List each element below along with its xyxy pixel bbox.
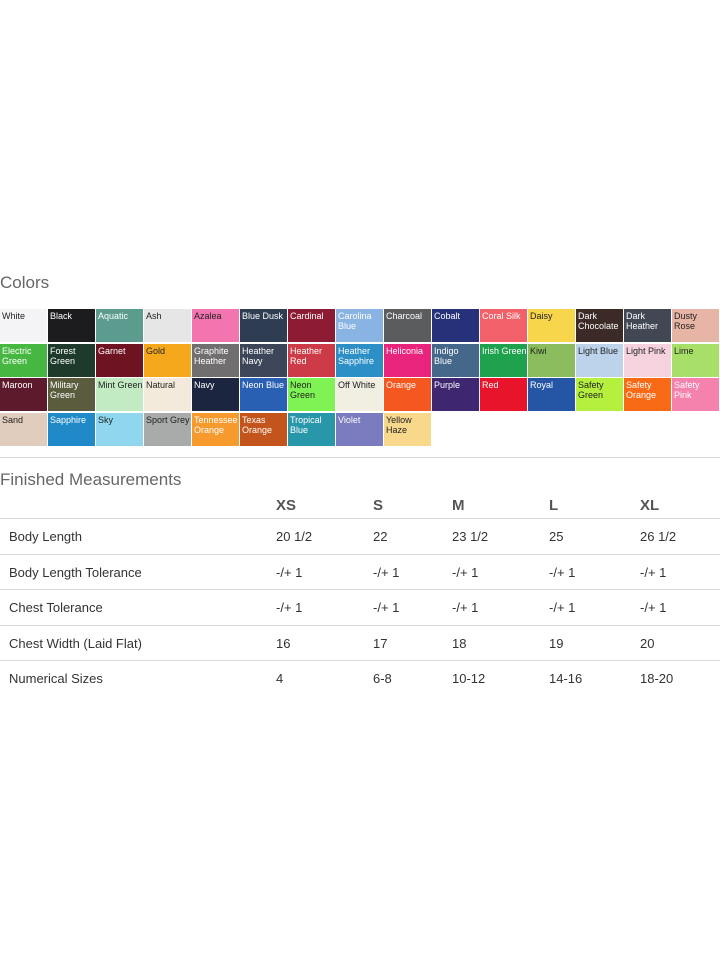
color-swatch[interactable]: Daisy bbox=[528, 309, 575, 342]
color-swatch[interactable]: Dusty Rose bbox=[672, 309, 719, 342]
color-swatch[interactable]: Mint Green bbox=[96, 378, 143, 411]
measurement-value: 23 1/2 bbox=[452, 529, 489, 544]
measurement-value: 17 bbox=[373, 635, 388, 651]
measurement-value: -/+ 1 bbox=[276, 600, 303, 615]
measurement-value: 20 1/2 bbox=[276, 529, 313, 544]
color-swatch[interactable]: Gold bbox=[144, 343, 191, 377]
color-swatch[interactable]: Purple bbox=[432, 378, 479, 411]
measurement-value: 14-16 bbox=[549, 671, 583, 686]
table-divider bbox=[0, 589, 720, 590]
color-swatch[interactable]: Forest Green bbox=[48, 343, 95, 377]
color-swatch[interactable]: Light Pink bbox=[624, 343, 671, 377]
color-swatch[interactable]: Tennessee Orange bbox=[192, 412, 239, 446]
measurement-value: -/+ 1 bbox=[276, 564, 303, 580]
color-swatch[interactable]: Irish Green bbox=[480, 343, 527, 377]
color-swatch[interactable]: Neon Blue bbox=[240, 378, 287, 411]
color-swatch[interactable]: Tropical Blue bbox=[288, 412, 335, 446]
measurement-value: -/+ 1 bbox=[640, 564, 667, 580]
color-swatch[interactable]: Safety Pink bbox=[672, 378, 719, 411]
size-header: XS bbox=[276, 497, 297, 514]
color-swatch[interactable]: Heather Sapphire bbox=[336, 343, 383, 377]
section-divider bbox=[0, 457, 720, 458]
measurement-row-label: Body Length Tolerance bbox=[9, 564, 142, 580]
table-divider bbox=[0, 518, 720, 519]
measurement-value: 10-12 bbox=[452, 671, 486, 686]
measurement-row-label: Body Length bbox=[9, 529, 83, 544]
color-swatch[interactable]: Graphite Heather bbox=[192, 343, 239, 377]
measurement-value: -/+ 1 bbox=[373, 600, 400, 615]
measurements-title: Finished Measurements bbox=[0, 470, 182, 489]
color-swatch[interactable]: Cardinal bbox=[288, 309, 335, 342]
color-swatch[interactable]: Yellow Haze bbox=[384, 412, 431, 446]
measurement-value: -/+ 1 bbox=[373, 564, 400, 580]
measurement-value: -/+ 1 bbox=[549, 600, 576, 615]
color-swatch[interactable]: Sand bbox=[0, 412, 47, 446]
color-swatch[interactable]: Coral Silk bbox=[480, 309, 527, 342]
measurement-value: -/+ 1 bbox=[640, 600, 667, 615]
measurement-value: 18 bbox=[452, 635, 467, 651]
color-swatch[interactable]: Neon Green bbox=[288, 378, 335, 411]
measurement-value: -/+ 1 bbox=[452, 564, 479, 580]
color-swatch[interactable]: Cobalt bbox=[432, 309, 479, 342]
colors-title: Colors bbox=[0, 273, 50, 292]
color-swatch[interactable]: Aquatic bbox=[96, 309, 143, 342]
color-swatch[interactable]: Light Blue bbox=[576, 343, 623, 377]
measurement-value: -/+ 1 bbox=[549, 564, 576, 580]
color-swatch[interactable]: Indigo Blue bbox=[432, 343, 479, 377]
color-swatch-grid: White Black Aquatic Ash Azalea Blue Dusk Cardi… bbox=[0, 309, 720, 447]
color-swatch[interactable]: Blue Dusk bbox=[240, 309, 287, 342]
color-swatch[interactable]: Lime bbox=[672, 343, 719, 377]
color-swatch[interactable]: Natural bbox=[144, 378, 191, 411]
size-header: L bbox=[549, 497, 559, 514]
measurement-value: 6-8 bbox=[373, 671, 392, 686]
measurement-value: 16 bbox=[276, 635, 291, 651]
color-swatch[interactable]: Black bbox=[48, 309, 95, 342]
color-swatch[interactable]: White bbox=[0, 309, 47, 342]
color-swatch[interactable]: Garnet bbox=[96, 343, 143, 377]
size-header: XL bbox=[640, 497, 660, 514]
color-swatch[interactable]: Carolina Blue bbox=[336, 309, 383, 342]
color-swatch[interactable]: Navy bbox=[192, 378, 239, 411]
color-swatch[interactable]: Azalea bbox=[192, 309, 239, 342]
measurement-row-label: Chest Tolerance bbox=[9, 600, 103, 615]
color-swatch[interactable]: Red bbox=[480, 378, 527, 411]
table-divider bbox=[0, 553, 720, 555]
color-swatch[interactable]: Heliconia bbox=[384, 343, 431, 377]
measurement-value: 22 bbox=[373, 529, 388, 544]
color-swatch[interactable]: Off White bbox=[336, 378, 383, 411]
measurement-value: 19 bbox=[549, 635, 564, 651]
measurement-value: 25 bbox=[549, 529, 564, 544]
color-swatch[interactable]: Ash bbox=[144, 309, 191, 342]
measurement-value: -/+ 1 bbox=[452, 600, 479, 615]
color-swatch[interactable]: Dark Heather bbox=[624, 309, 671, 342]
color-swatch[interactable]: Sport Grey bbox=[144, 412, 191, 446]
color-swatch[interactable]: Maroon bbox=[0, 378, 47, 411]
measurement-row-label: Numerical Sizes bbox=[9, 671, 103, 686]
color-swatch[interactable]: Charcoal bbox=[384, 309, 431, 342]
color-swatch[interactable]: Violet bbox=[336, 412, 383, 446]
color-swatch[interactable]: Safety Green bbox=[576, 378, 623, 411]
color-swatch[interactable]: Orange bbox=[384, 378, 431, 411]
color-swatch[interactable]: Sky bbox=[96, 412, 143, 446]
measurement-value: 26 1/2 bbox=[640, 529, 677, 544]
size-header: S bbox=[373, 497, 384, 514]
measurement-value: 18-20 bbox=[640, 671, 674, 686]
measurement-value: 20 bbox=[640, 635, 655, 651]
color-swatch[interactable]: Safety Orange bbox=[624, 378, 671, 411]
color-swatch[interactable]: Military Green bbox=[48, 378, 95, 411]
color-swatch[interactable]: Electric Green bbox=[0, 343, 47, 377]
color-swatch[interactable]: Texas Orange bbox=[240, 412, 287, 446]
color-swatch[interactable]: Sapphire bbox=[48, 412, 95, 446]
table-divider bbox=[0, 660, 720, 661]
color-swatch[interactable]: Dark Chocolate bbox=[576, 309, 623, 342]
color-swatch[interactable]: Heather Red bbox=[288, 343, 335, 377]
color-swatch[interactable]: Royal bbox=[528, 378, 575, 411]
color-swatch[interactable]: Heather Navy bbox=[240, 343, 287, 377]
table-divider bbox=[0, 624, 720, 626]
measurement-row-label: Chest Width (Laid Flat) bbox=[9, 635, 142, 651]
color-swatch[interactable]: Kiwi bbox=[528, 343, 575, 377]
measurement-value: 4 bbox=[276, 671, 284, 686]
size-header: M bbox=[452, 497, 465, 514]
